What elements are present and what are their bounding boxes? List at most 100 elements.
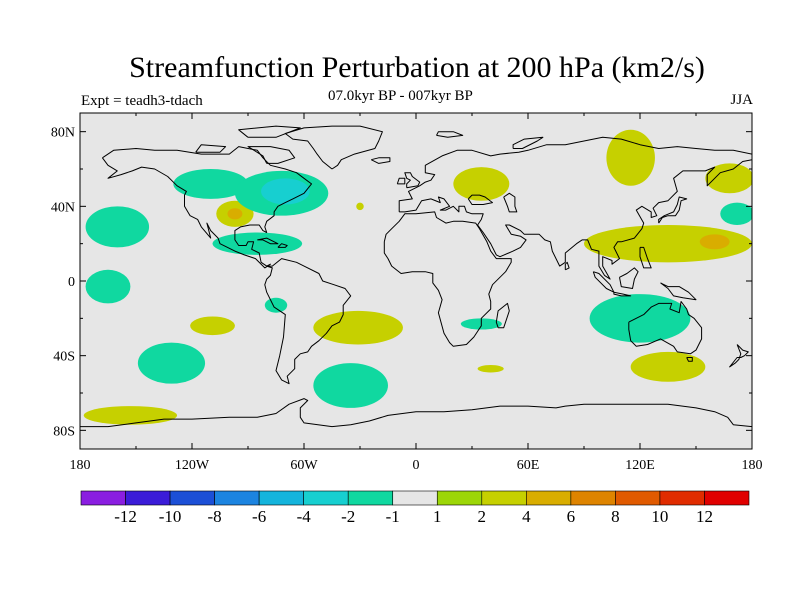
colorbar-swatch <box>436 490 483 506</box>
colorbar-swatch <box>704 490 750 506</box>
coast-new-zealand <box>729 344 749 368</box>
period-label: 07.0kyr BP - 007kyr BP <box>328 88 473 104</box>
anomaly-southern-ocean-pos-b <box>630 351 706 382</box>
colorbar-label: 6 <box>567 507 576 526</box>
anomaly-north-america-pos-core <box>227 208 243 220</box>
anomaly-south-atlantic-neg <box>313 363 388 408</box>
coast-victoria-isl <box>195 144 227 153</box>
coast-ireland <box>396 177 406 185</box>
anomaly-hudson-neg-core <box>261 178 310 205</box>
colorbar-label: -4 <box>297 507 312 526</box>
colorbar-swatch <box>125 490 171 506</box>
coast-japan <box>658 196 688 224</box>
lon-tick-label: 120E <box>625 458 655 473</box>
anomaly-peru-neg <box>264 297 288 313</box>
colorbar-swatch <box>347 490 394 506</box>
colorbar-label: 2 <box>478 507 487 526</box>
lon-tick-label: 60E <box>517 458 540 473</box>
anomaly-alaska-neg <box>173 169 248 199</box>
coast-java <box>613 291 632 297</box>
colorbar-label: 4 <box>522 507 531 526</box>
coast-black-sea <box>467 194 493 205</box>
coast-caspian <box>503 192 518 213</box>
colorbar-label: 8 <box>611 507 620 526</box>
coast-ellesmere <box>238 125 301 138</box>
anomaly-south-pacific-neg <box>137 342 206 384</box>
colorbar-swatch <box>169 490 215 506</box>
colorbar-swatch <box>481 490 527 506</box>
coast-africa <box>383 211 512 347</box>
anomaly-asia-monsoon-pos-core <box>699 234 730 250</box>
lat-tick-label: 40S <box>53 350 75 365</box>
anomaly-atlantic-pos <box>356 202 364 211</box>
colorbar-label: -12 <box>114 507 137 526</box>
coast-greenland <box>284 125 383 170</box>
anomaly-bering-pos <box>705 163 752 194</box>
colorbar-label: 1 <box>433 507 442 526</box>
colorbar-swatch <box>570 490 616 506</box>
coast-sri-lanka <box>564 261 570 271</box>
lat-tick-label: 80N <box>51 126 75 141</box>
anomaly-indian-ocean-neg <box>589 294 691 343</box>
coast-tasmania <box>686 357 693 362</box>
anomaly-asia-monsoon-pos <box>584 225 752 263</box>
lon-tick-label: 120W <box>175 458 210 473</box>
coast-hispaniola <box>277 243 288 248</box>
coast-baffin <box>247 146 296 164</box>
colorbar-label: -10 <box>159 507 182 526</box>
lon-tick-label: 180 <box>742 458 763 473</box>
lat-tick-label: 40N <box>51 200 75 215</box>
colorbar-swatch <box>615 490 661 506</box>
colorbar-label: -2 <box>341 507 355 526</box>
colorbar-swatch <box>80 490 126 506</box>
season-label: JJA <box>730 92 753 108</box>
anomaly-europe-pos <box>453 167 510 201</box>
coast-borneo <box>619 267 639 289</box>
anomaly-layer <box>83 129 752 425</box>
coast-iceland <box>370 157 391 164</box>
coast-australia <box>628 301 703 355</box>
colorbar-label: -8 <box>208 507 222 526</box>
chart-title: Streamfunction Perturbation at 200 hPa (… <box>129 51 705 84</box>
anomaly-tropical-pacific-neg <box>85 269 131 304</box>
coast-madagascar <box>495 302 510 329</box>
anomaly-north-pacific-neg <box>85 206 150 248</box>
coast-britain <box>404 172 421 189</box>
colorbar-label: -6 <box>252 507 266 526</box>
colorbar-label: 10 <box>651 507 668 526</box>
anomaly-south-atlantic-pos <box>313 310 403 345</box>
colorbar-swatch <box>392 490 438 506</box>
anomaly-north-pacific-pos <box>606 129 655 186</box>
coast-new-guinea <box>660 282 697 301</box>
colorbar-swatch <box>303 490 349 506</box>
colorbar-swatch <box>659 490 705 506</box>
colorbar-swatch <box>526 490 572 506</box>
coast-south-america <box>264 258 352 385</box>
lon-tick-label: 60W <box>290 458 318 473</box>
lat-tick-label: 80S <box>53 424 75 439</box>
anomaly-antarctic-pos <box>83 406 178 425</box>
axis-ticks: 180 120W 60W 0 60E 120E 180 80N 40N 0 40S 80S <box>51 113 763 473</box>
coastline-layer <box>80 125 752 428</box>
coast-eurasia <box>398 136 752 280</box>
coast-antarctica <box>80 398 752 428</box>
colorbar-label: -1 <box>386 507 400 526</box>
anomaly-gulf-neg <box>212 232 303 255</box>
colorbar-swatch <box>214 490 260 506</box>
colorbar-label: 12 <box>696 507 713 526</box>
coast-svalbard <box>436 131 464 138</box>
anomaly-southern-ocean-pos-a <box>477 365 504 373</box>
lat-tick-label: 0 <box>68 275 75 290</box>
coast-novaya-zemlya <box>512 136 544 149</box>
anomaly-east-pacific-pos <box>190 316 235 336</box>
colorbar-swatch <box>258 490 304 506</box>
lon-tick-label: 180 <box>70 458 91 473</box>
colorbar: -12 -10 -8 -6 -4 -2 -1 1 2 4 6 8 10 12 <box>80 490 750 526</box>
coast-philippines <box>639 246 652 269</box>
anomaly-west-pacific-neg <box>720 202 752 225</box>
coast-north-america <box>101 146 312 269</box>
experiment-label: Expt = teadh3-tdach <box>81 93 203 109</box>
coast-cuba <box>257 237 279 245</box>
lon-tick-label: 0 <box>413 458 420 473</box>
